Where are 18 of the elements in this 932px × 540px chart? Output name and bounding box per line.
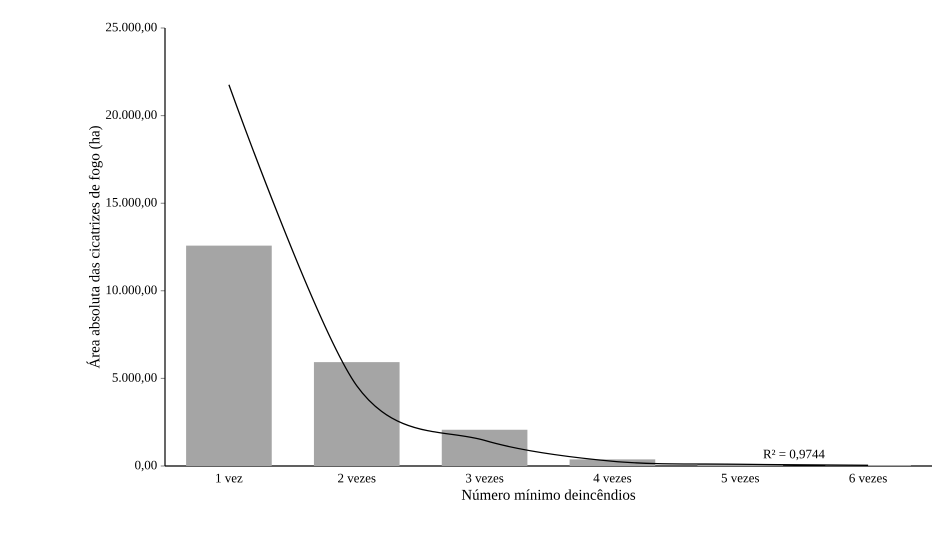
bar bbox=[314, 362, 400, 466]
x-tick-label: 6 vezes bbox=[849, 474, 887, 482]
x-tick-label: 5 vezes bbox=[722, 474, 760, 482]
x-axis-title: Número mínimo deincêndios bbox=[462, 489, 636, 500]
x-tick-label: 3 vezes bbox=[466, 474, 504, 482]
y-axis-title: Área absoluta das cicatrizes de fogo (ha) bbox=[86, 126, 103, 368]
x-tick-label: 1 vez bbox=[216, 474, 242, 482]
y-tick-label: 0,00 bbox=[135, 460, 157, 472]
y-tick-label: 5.000,00 bbox=[112, 373, 157, 384]
x-tick-label: 4 vezes bbox=[593, 474, 632, 482]
annotation: R² = 0,9744 bbox=[763, 450, 825, 460]
y-tick-label: 15.000,00 bbox=[106, 198, 157, 209]
y-tick-label: 20.000,00 bbox=[106, 110, 157, 121]
y-tick-label: 25.000,00 bbox=[106, 22, 157, 34]
y-tick-label: 10.000,00 bbox=[106, 286, 157, 296]
x-tick-label: 2 vezes bbox=[338, 474, 376, 482]
bar bbox=[442, 430, 528, 466]
bar bbox=[186, 246, 272, 466]
